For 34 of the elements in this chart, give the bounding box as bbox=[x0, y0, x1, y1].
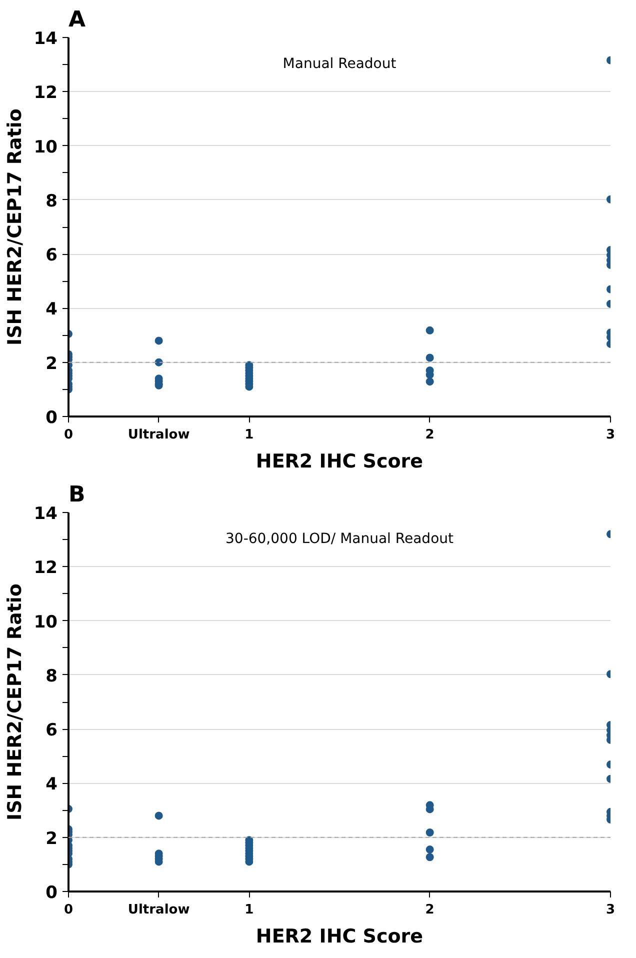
x-tick-label: 1 bbox=[244, 902, 254, 918]
y-tick-label: 0 bbox=[46, 883, 58, 903]
y-tick-label: 4 bbox=[46, 774, 58, 795]
annotation: Manual Readout bbox=[282, 56, 397, 72]
y-tick-label: 14 bbox=[34, 504, 58, 524]
x-tick-label: 1 bbox=[244, 428, 254, 442]
x-tick-label: 3 bbox=[606, 902, 616, 918]
x-axis-title: HER2 IHC Score bbox=[256, 926, 424, 948]
y-tick-label: 14 bbox=[34, 29, 58, 49]
y-axis-title: ISH HER2/CEP17 Ratio bbox=[4, 584, 26, 820]
y-tick-label: 10 bbox=[34, 137, 58, 158]
y-tick-label: 12 bbox=[34, 83, 58, 104]
x-tick-label: 2 bbox=[425, 428, 434, 442]
y-tick-label: 8 bbox=[46, 666, 58, 686]
y-tick-label: 10 bbox=[34, 612, 58, 632]
y-tick-label: 2 bbox=[46, 828, 58, 849]
y-tick-label: 6 bbox=[46, 720, 58, 741]
x-tick-label: Ultralow bbox=[128, 902, 190, 918]
y-tick-label: 6 bbox=[46, 246, 58, 266]
y-tick-label: 12 bbox=[34, 558, 58, 578]
x-tick-label: 0 bbox=[64, 902, 74, 918]
x-tick-label: 0 bbox=[64, 428, 74, 442]
chart-title: B bbox=[68, 482, 86, 508]
x-tick-label: Ultralow bbox=[128, 428, 190, 442]
y-tick-label: 0 bbox=[46, 408, 58, 428]
y-tick-label: 2 bbox=[46, 354, 58, 374]
y-axis-title: ISH HER2/CEP17 Ratio bbox=[4, 108, 26, 346]
chart-title: A bbox=[68, 8, 86, 32]
y-tick-label: 8 bbox=[46, 191, 58, 212]
x-axis-title: HER2 IHC Score bbox=[256, 450, 424, 472]
y-tick-label: 4 bbox=[46, 300, 58, 320]
x-tick-label: 3 bbox=[606, 428, 616, 442]
x-tick-label: 2 bbox=[425, 902, 434, 918]
annotation: 30-60,000 LOD/ Manual Readout bbox=[226, 531, 454, 548]
